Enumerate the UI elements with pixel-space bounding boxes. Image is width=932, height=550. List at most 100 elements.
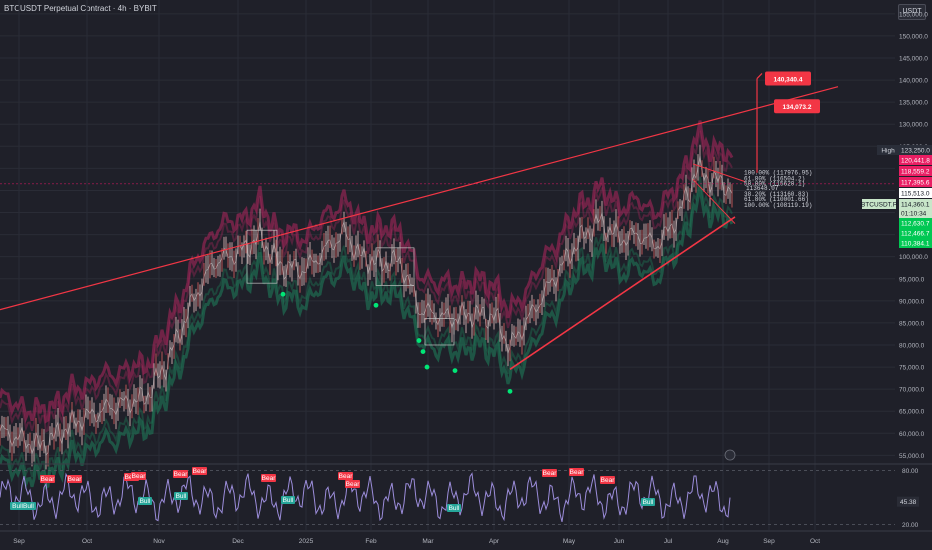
x-tick-label: 2025: [299, 538, 314, 545]
axis-badge-tag: [877, 145, 899, 155]
support-dot: [507, 388, 513, 394]
x-tick-label: Feb: [365, 538, 377, 545]
y-tick-label: 55,000.0: [899, 453, 925, 460]
axis-badge-value: 118,559.2: [901, 169, 930, 176]
bear-signal-label: Bear: [570, 469, 585, 476]
compare-icon[interactable]: [724, 449, 736, 461]
support-dot: [373, 302, 379, 308]
bull-signal-label: BullBull: [12, 503, 34, 510]
support-dot: [420, 349, 426, 355]
fib-label: 50.00% (115620.1): [744, 181, 805, 188]
chart-title: BTCUSDT Perpetual Contract · 4h · BYBIT: [4, 4, 157, 13]
y-tick-label: 150,000.0: [899, 33, 928, 40]
rsi-line: [0, 472, 731, 523]
bear-signal-label: Bear: [174, 471, 189, 478]
axis-badge-value: 112,466.7: [901, 231, 930, 238]
x-tick-label: Nov: [153, 538, 165, 545]
bull-signal-label: Bull: [283, 497, 294, 504]
bear-signal: [192, 467, 207, 475]
axis-badge: [899, 155, 932, 165]
y-tick-label: 70,000.0: [899, 387, 925, 394]
price-line: [0, 156, 733, 456]
trend-line-upper: [0, 86, 839, 311]
price-target-label: 134,073.2: [783, 104, 812, 111]
support-dot: [452, 368, 458, 373]
axis-badge: [899, 188, 932, 198]
bull-signal-label: Bull: [643, 499, 654, 506]
x-tick-label: Aug: [717, 538, 729, 545]
bear-signal: [40, 475, 55, 483]
axis-badge: [899, 208, 932, 218]
x-tick-label: May: [563, 538, 576, 545]
axis-badge: [899, 177, 932, 187]
x-tick-label: Oct: [810, 538, 820, 545]
range-box: [246, 229, 278, 284]
bear-signal-label: Bear: [346, 481, 361, 488]
y-tick-label: 130,000.0: [899, 122, 928, 129]
x-tick-label: Dec: [232, 538, 244, 545]
bear-signal-label: Bear: [339, 473, 354, 480]
x-tick-label: Jun: [614, 538, 625, 545]
bull-signal: [447, 504, 461, 512]
bear-signal: [338, 472, 353, 480]
axis-badge-value: 110,384.1: [901, 241, 930, 248]
bull-signal-label: Bull: [176, 493, 187, 500]
axis-badge-value: 112,630.7: [901, 221, 930, 228]
bear-signal: [600, 476, 615, 484]
rsi-value-badge: [897, 496, 919, 507]
fib-label: 100.00% (117976.95): [744, 170, 812, 177]
y-tick-label: 85,000.0: [899, 320, 925, 327]
axis-badge-value: 01:10:34: [901, 211, 927, 218]
y-tick-label: 75,000.0: [899, 365, 925, 372]
lower-band-inner: [0, 176, 733, 479]
bear-signal: [131, 472, 146, 480]
fib-label: 100.00% (108119.19): [744, 202, 812, 209]
x-tick-label: Sep: [13, 538, 25, 545]
osc-tick-label: 80.00: [902, 468, 919, 475]
bull-signal: [10, 502, 36, 510]
bear-signal: [261, 474, 276, 482]
axis-badge-tag-label: BTCUSDT.P: [861, 202, 897, 209]
axis-badge: [899, 199, 932, 209]
bear-signal: [67, 475, 82, 483]
x-tick-label: Oct: [82, 538, 92, 545]
target-line: [756, 73, 763, 79]
y-tick-label: 100,000.0: [899, 254, 928, 261]
axis-badge: [899, 145, 932, 155]
osc-tick-label: 20.00: [902, 522, 919, 529]
price-target-badge: [765, 71, 811, 86]
bear-signal-label: Bear: [41, 476, 56, 483]
range-box: [375, 247, 415, 286]
axis-badge-value: 114,360.1: [901, 202, 930, 209]
rsi-value: 45.38: [900, 499, 917, 506]
bear-signal-label: Bear: [68, 476, 83, 483]
fib-label: 38.20% (113160.83): [744, 191, 809, 198]
y-tick-label: 65,000.0: [899, 409, 925, 416]
price-target-label: 140,340.4: [774, 77, 803, 84]
axis-badge: [899, 166, 932, 176]
bear-signal: [173, 470, 188, 478]
y-tick-label: 95,000.0: [899, 276, 925, 283]
wedge-line: [692, 163, 746, 183]
upper-band-inner: [0, 130, 733, 433]
y-tick-label: 60,000.0: [899, 431, 925, 438]
bear-signal-label: Bear: [601, 477, 616, 484]
lower-band: [0, 186, 734, 490]
bear-signal: [569, 468, 584, 476]
y-tick-label: 145,000.0: [899, 55, 928, 62]
y-tick-label: 155,000.0: [899, 11, 928, 18]
currency-button[interactable]: USDT: [898, 4, 926, 20]
bear-signal: [345, 480, 360, 488]
axis-badge: [899, 218, 932, 228]
bear-signal-label: Bear: [132, 473, 147, 480]
x-tick-label: Mar: [422, 538, 434, 545]
y-tick-label: 135,000.0: [899, 100, 928, 107]
bear-signal-label: Bear: [262, 475, 277, 482]
bear-signal-label: Bear: [193, 468, 208, 475]
support-dot: [280, 291, 286, 297]
bull-signal: [641, 498, 655, 506]
support-dot: [424, 364, 430, 370]
axis-badge-value: 120,441.8: [901, 158, 930, 165]
range-box: [424, 318, 455, 346]
